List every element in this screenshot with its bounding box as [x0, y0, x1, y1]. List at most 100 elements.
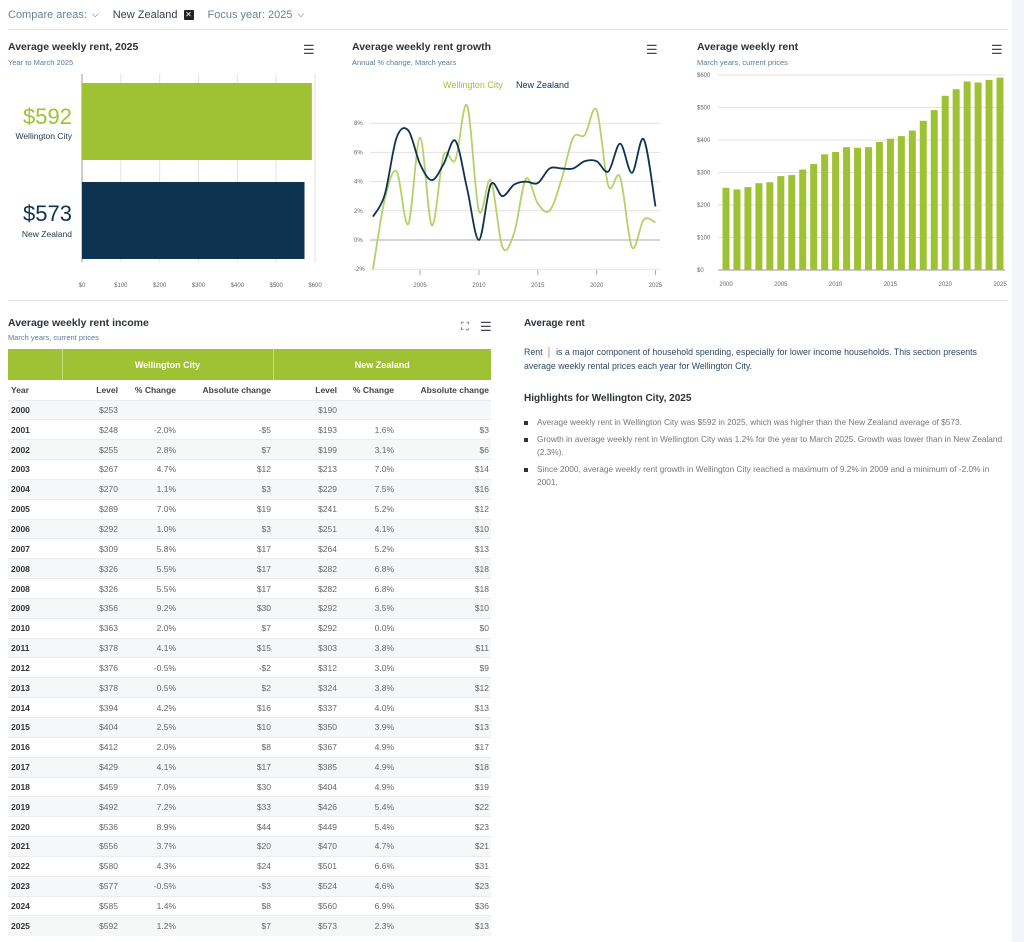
- table-cell: 2009: [8, 597, 62, 619]
- table-cell: 4.9%: [339, 736, 396, 758]
- column-header[interactable]: % Change: [352, 384, 394, 395]
- bar: [744, 187, 752, 270]
- table-cell: $9: [396, 657, 491, 678]
- table-cell: $22: [396, 796, 491, 817]
- table-cell: 2015: [8, 717, 62, 738]
- table-cell: $426: [273, 796, 339, 817]
- x-tick-label: 2005: [774, 282, 788, 288]
- hamburger-menu-icon[interactable]: ☰: [991, 42, 1003, 57]
- rent-link[interactable]: Rent: [524, 347, 543, 357]
- summary-title: Average rent: [524, 318, 585, 329]
- x-tick-label: 2020: [939, 282, 953, 288]
- compare-areas-dropdown[interactable]: Compare areas: ⌵: [8, 9, 99, 21]
- hamburger-menu-icon[interactable]: ☰: [303, 42, 315, 57]
- table-cell: $292: [273, 617, 339, 639]
- x-tick-label: 2000: [719, 282, 733, 288]
- table-cell: $190: [273, 399, 339, 420]
- table-cell: 0.5%: [120, 677, 178, 698]
- table-cell: 4.0%: [339, 697, 396, 718]
- legend-wellington[interactable]: Wellington City: [443, 80, 503, 90]
- table-cell: 2023: [8, 875, 62, 897]
- table-cell: $17: [178, 538, 273, 559]
- highlight-item: Growth in average weekly rent in Welling…: [524, 433, 1004, 460]
- y-tick-label: 0%: [354, 238, 363, 244]
- highlight-item: Average weekly rent in Wellington City w…: [524, 416, 1004, 430]
- column-header[interactable]: Absolute change: [420, 384, 489, 395]
- table-cell: 2.8%: [120, 439, 178, 460]
- table-cell: 3.1%: [339, 439, 396, 460]
- y-tick-label: $0: [697, 268, 704, 274]
- hamburger-menu-icon[interactable]: ☰: [480, 319, 492, 334]
- table-cell: $13: [396, 697, 491, 718]
- table-cell: $536: [62, 816, 120, 837]
- table-cell: -$2: [178, 657, 273, 678]
- table-cell: $312: [273, 657, 339, 678]
- table-cell: 4.7%: [339, 836, 396, 857]
- hamburger-menu-icon[interactable]: ☰: [646, 42, 658, 57]
- remove-area-icon[interactable]: ✕: [183, 9, 194, 20]
- bar: [974, 82, 982, 270]
- table-cell: 4.1%: [339, 518, 396, 539]
- highlights-title: Highlights for Wellington City, 2025: [524, 393, 692, 404]
- table-cell: $36: [396, 895, 491, 916]
- table-cell: 4.1%: [120, 637, 178, 658]
- table-cell: $13: [396, 538, 491, 559]
- bar-new-zealand: [82, 182, 305, 259]
- bar: [810, 164, 818, 270]
- table-cell: 3.8%: [339, 677, 396, 698]
- section-divider: [8, 300, 1008, 301]
- legend-new-zealand[interactable]: New Zealand: [516, 80, 570, 90]
- column-header[interactable]: Level: [315, 384, 337, 395]
- column-header[interactable]: Year: [11, 384, 29, 395]
- table-cell: $289: [62, 498, 120, 520]
- chevron-down-icon: ⌵: [297, 9, 305, 19]
- table-row: 2001 $248 -2.0% -$5 $193 1.6% $3: [8, 419, 491, 440]
- table-cell: 7.0%: [339, 459, 396, 480]
- table-cell: 5.5%: [120, 558, 178, 579]
- table-row: 2018 $459 7.0% $30 $404 4.9% $19: [8, 776, 491, 797]
- highlight-item: Since 2000, average weekly rent growth i…: [524, 463, 1004, 490]
- table-cell: $356: [62, 597, 120, 619]
- line-chart: -2% 0% 2% 4% 6% 8% 2005 2010 2015 2020 2025: [354, 104, 663, 289]
- table-cell: $556: [62, 836, 120, 857]
- table-cell: $292: [62, 518, 120, 539]
- scrollbar-track[interactable]: [1012, 0, 1024, 942]
- group-header-blank: [8, 349, 62, 380]
- table-cell: 2025: [8, 915, 62, 936]
- table-cell: $363: [62, 617, 120, 639]
- x-tick-label: 2010: [472, 283, 486, 289]
- column-header[interactable]: % Change: [134, 384, 176, 395]
- table-row: 2016 $412 2.0% $8 $367 4.9% $17: [8, 736, 491, 758]
- table-cell: $18: [396, 558, 491, 579]
- table-cell: 4.6%: [339, 875, 396, 897]
- table-cell: 6.6%: [339, 855, 396, 877]
- bar: [886, 138, 894, 270]
- table-cell: 4.3%: [120, 855, 178, 877]
- table-cell: $16: [396, 478, 491, 500]
- column-header[interactable]: Absolute change: [202, 384, 271, 395]
- table-cell: 4.9%: [339, 756, 396, 778]
- bar-wellington: [82, 83, 312, 160]
- focus-year-dropdown[interactable]: Focus year: 2025 ⌵: [208, 9, 305, 21]
- table-row: 2020 $536 8.9% $44 $449 5.4% $23: [8, 816, 491, 837]
- table-cell: $337: [273, 697, 339, 718]
- table-cell: -0.5%: [120, 657, 178, 678]
- info-icon[interactable]: │: [546, 347, 553, 357]
- table-cell: $560: [273, 895, 339, 916]
- table-cell: $199: [273, 439, 339, 460]
- table-cell: $31: [396, 855, 491, 877]
- table-cell: $350: [273, 717, 339, 738]
- table-cell: $264: [273, 538, 339, 559]
- table-row: 2025 $592 1.2% $7 $573 2.3% $13: [8, 915, 491, 936]
- table-cell: $585: [62, 895, 120, 916]
- column-header[interactable]: Level: [96, 384, 118, 395]
- fullscreen-icon[interactable]: ⛶: [461, 321, 469, 333]
- table-cell: $3: [178, 518, 273, 539]
- bar: [897, 136, 905, 270]
- table-cell: 2006: [8, 518, 62, 539]
- bar: [722, 187, 730, 270]
- table-cell: 3.9%: [339, 717, 396, 738]
- rent-table: Wellington City New Zealand Year Level % C…: [8, 349, 491, 936]
- y-tick-label: $200: [697, 203, 711, 209]
- table-cell: 4.9%: [339, 776, 396, 797]
